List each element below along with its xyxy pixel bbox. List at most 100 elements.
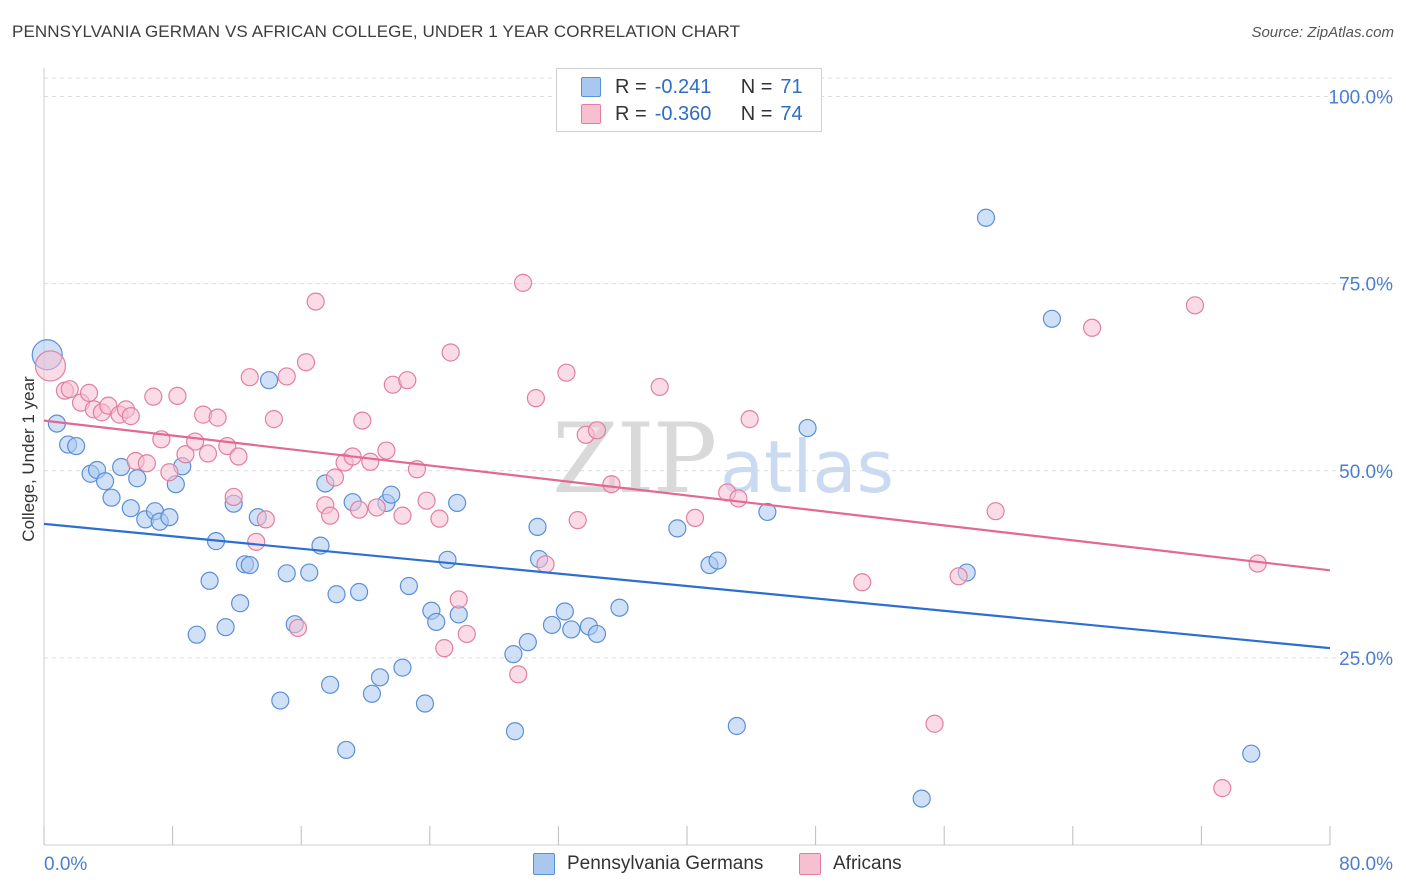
- data-point: [504, 645, 523, 664]
- chart-title: PENNSYLVANIA GERMAN VS AFRICAN COLLEGE, …: [12, 22, 741, 41]
- data-point: [168, 386, 187, 405]
- data-point: [264, 410, 283, 429]
- data-point: [95, 472, 115, 491]
- legend-swatch-blue: [533, 853, 555, 875]
- r-label: R =: [615, 75, 647, 98]
- data-point: [102, 488, 121, 507]
- legend-label: Pennsylvania Germans: [567, 853, 764, 874]
- r-value: -0.241: [654, 75, 712, 98]
- data-point: [438, 550, 457, 569]
- data-point: [415, 694, 435, 713]
- data-point: [121, 499, 140, 518]
- r-value: -0.360: [654, 102, 712, 125]
- data-point: [536, 555, 555, 574]
- legend-item-pennsylvania-germans: Pennsylvania Germans: [533, 853, 763, 875]
- n-label: N =: [740, 75, 773, 98]
- data-point: [176, 445, 195, 464]
- r-label: R =: [615, 102, 647, 125]
- data-point: [602, 475, 621, 494]
- data-point: [229, 447, 248, 466]
- data-point: [240, 555, 259, 575]
- watermark-atlas: atlas: [720, 425, 894, 509]
- data-point: [393, 506, 412, 525]
- data-point: [976, 208, 996, 227]
- legend-row-pennsylvania-germans: R = -0.241 N = 71: [581, 75, 803, 99]
- data-point: [528, 517, 547, 536]
- chart-source: Source: ZipAtlas.com: [1251, 24, 1394, 41]
- data-point: [321, 675, 340, 694]
- watermark: ZIP atlas: [552, 403, 894, 515]
- data-point: [200, 571, 219, 590]
- data-point: [198, 444, 218, 463]
- data-point: [587, 421, 607, 440]
- data-point: [256, 510, 275, 529]
- data-point: [187, 625, 206, 644]
- y-tick-label: 50.0%: [1339, 462, 1393, 483]
- data-point: [398, 371, 417, 390]
- data-point: [349, 500, 369, 519]
- data-point: [277, 367, 296, 386]
- data-point: [399, 576, 419, 596]
- data-point: [160, 508, 179, 527]
- data-point: [296, 353, 316, 372]
- legend-row-africans: R = -0.360 N = 74: [581, 102, 803, 126]
- y-tick-label: 75.0%: [1339, 275, 1393, 296]
- data-point: [144, 387, 163, 406]
- legend-swatch-blue: [581, 77, 601, 97]
- data-point: [427, 612, 446, 632]
- data-point: [259, 371, 279, 390]
- data-point: [758, 502, 777, 522]
- y-tick-label: 25.0%: [1339, 649, 1393, 670]
- data-point: [1185, 296, 1205, 315]
- legend-label: Africans: [833, 853, 902, 874]
- data-point: [121, 407, 140, 426]
- series-legend: Pennsylvania Germans Africans: [0, 851, 1406, 879]
- data-point: [557, 363, 576, 382]
- data-point: [353, 411, 372, 430]
- data-point: [224, 487, 243, 507]
- series-africans: [34, 273, 1267, 798]
- data-point: [306, 292, 325, 311]
- data-point: [160, 463, 179, 482]
- axes: [43, 68, 1331, 846]
- data-point: [518, 633, 537, 652]
- legend-swatch-pink: [799, 853, 821, 875]
- data-point: [288, 618, 308, 638]
- data-point: [729, 489, 748, 508]
- data-point: [1213, 779, 1232, 798]
- n-value: 71: [780, 75, 803, 98]
- data-point: [449, 590, 468, 609]
- data-point: [798, 418, 817, 438]
- y-tick-label: 100.0%: [1329, 88, 1394, 109]
- data-point: [417, 491, 436, 510]
- stats-legend: R = -0.241 N = 71 R = -0.360 N = 74: [556, 68, 822, 132]
- data-point: [555, 602, 574, 621]
- data-point: [377, 441, 396, 460]
- data-point: [216, 618, 235, 637]
- data-point: [542, 615, 562, 635]
- x-tick-label-max: 80.0%: [1339, 854, 1393, 875]
- watermark-zip: ZIP: [552, 403, 715, 515]
- legend-swatch-pink: [581, 104, 601, 124]
- data-point: [448, 493, 467, 513]
- data-point: [325, 468, 345, 487]
- data-point: [708, 551, 727, 570]
- data-point: [562, 620, 581, 639]
- trend-lines: [43, 419, 1331, 650]
- data-point: [300, 563, 319, 582]
- n-value: 74: [780, 102, 803, 125]
- data-point: [668, 519, 687, 538]
- data-point: [1082, 318, 1102, 337]
- data-point: [457, 624, 476, 644]
- data-point: [60, 380, 79, 399]
- data-point: [610, 598, 629, 617]
- data-point: [393, 658, 412, 677]
- data-point: [67, 436, 86, 456]
- data-point: [79, 383, 99, 403]
- data-point: [430, 509, 449, 528]
- data-point: [435, 639, 454, 658]
- data-point: [853, 573, 872, 592]
- data-point: [208, 408, 227, 427]
- trend-line: [43, 419, 1331, 572]
